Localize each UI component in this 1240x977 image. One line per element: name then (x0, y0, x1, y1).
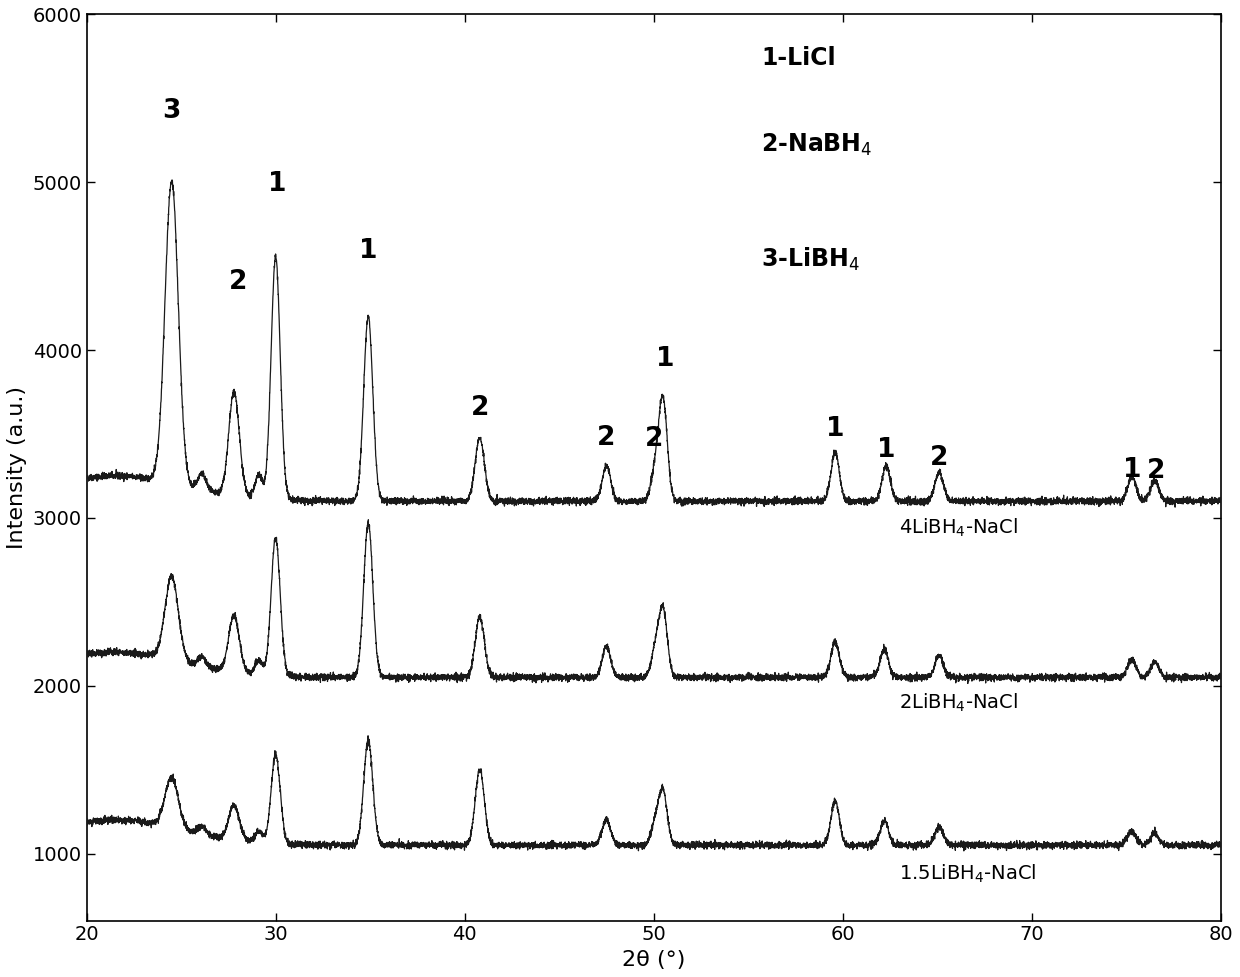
Text: 2: 2 (645, 426, 663, 451)
Text: 2-NaBH$_4$: 2-NaBH$_4$ (761, 132, 873, 158)
Text: 2LiBH$_4$-NaCl: 2LiBH$_4$-NaCl (899, 692, 1018, 713)
Text: 3-LiBH$_4$: 3-LiBH$_4$ (761, 245, 861, 273)
Text: 1: 1 (1122, 456, 1141, 483)
Text: 1: 1 (360, 238, 377, 265)
Text: 1: 1 (268, 171, 286, 197)
Text: 2: 2 (471, 395, 489, 420)
Text: 1: 1 (826, 416, 844, 443)
Text: 2: 2 (1147, 458, 1166, 485)
Text: 1: 1 (656, 346, 675, 372)
Text: 3: 3 (162, 98, 181, 123)
Y-axis label: Intensity (a.u.): Intensity (a.u.) (7, 386, 27, 549)
Text: 1.5LiBH$_4$-NaCl: 1.5LiBH$_4$-NaCl (899, 863, 1037, 885)
X-axis label: 2θ (°): 2θ (°) (622, 950, 686, 970)
Text: 1-LiCl: 1-LiCl (761, 46, 836, 70)
Text: 2: 2 (930, 445, 949, 471)
Text: 4LiBH$_4$-NaCl: 4LiBH$_4$-NaCl (899, 517, 1018, 539)
Text: 2: 2 (598, 425, 615, 450)
Text: 1: 1 (877, 437, 895, 462)
Text: 2: 2 (228, 269, 247, 295)
